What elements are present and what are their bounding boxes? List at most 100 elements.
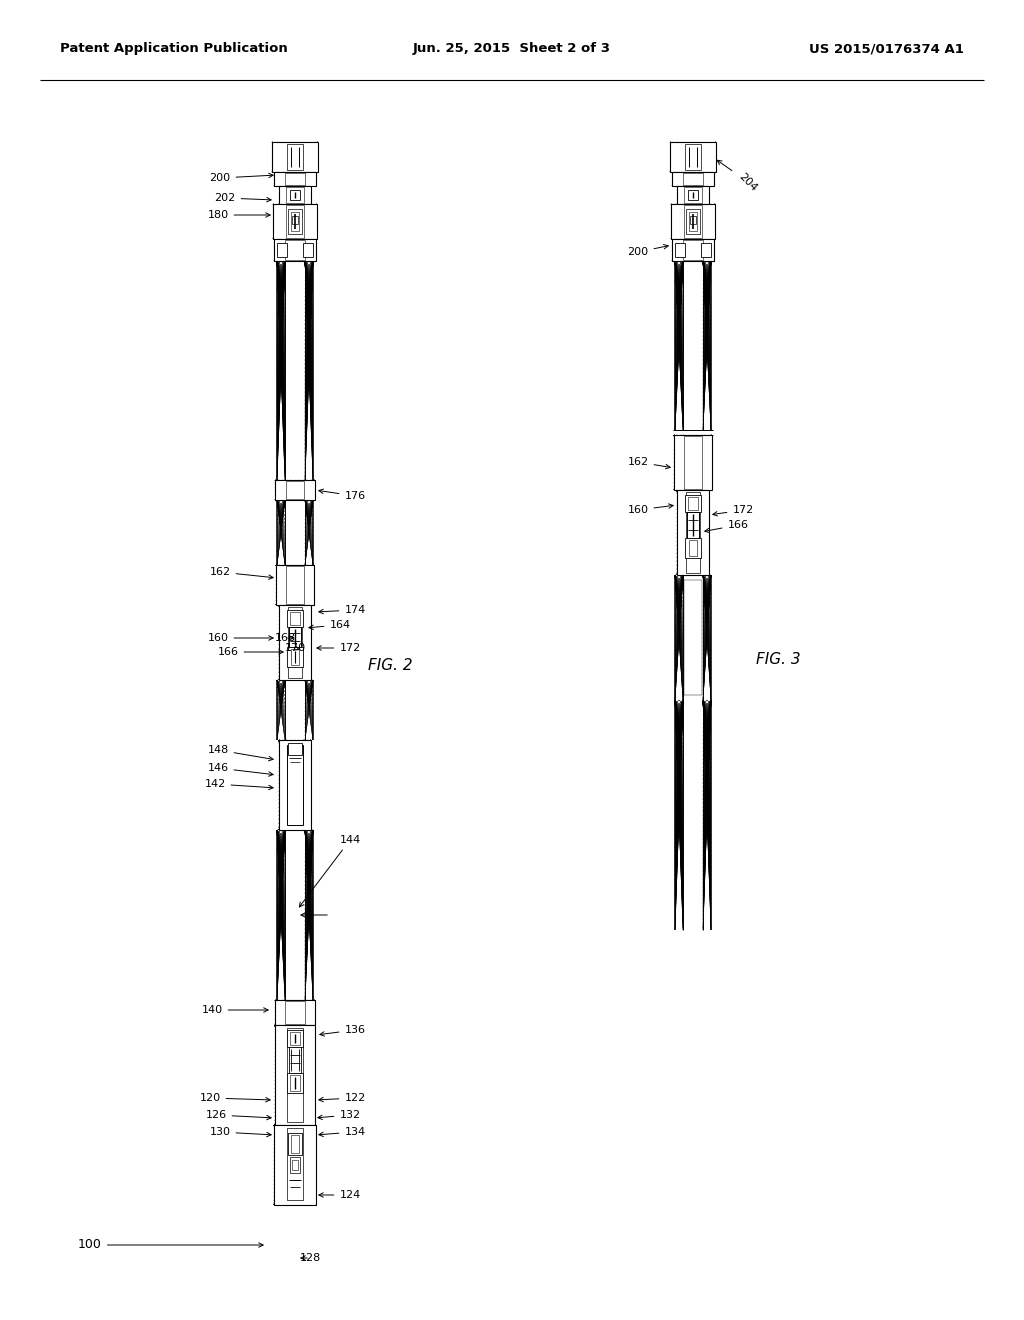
Bar <box>279 605 311 680</box>
Bar <box>287 610 303 627</box>
Text: 172: 172 <box>316 643 360 653</box>
Text: Patent Application Publication: Patent Application Publication <box>60 42 288 55</box>
Bar <box>674 436 712 490</box>
Bar <box>274 1125 316 1205</box>
Bar <box>290 1032 300 1045</box>
Text: 204: 204 <box>717 160 759 193</box>
Bar <box>279 741 311 830</box>
Bar <box>287 1030 303 1047</box>
Text: 200: 200 <box>628 244 669 257</box>
Bar <box>675 243 685 257</box>
Bar <box>292 216 298 224</box>
Text: 160: 160 <box>628 504 673 515</box>
Bar <box>677 490 709 576</box>
Bar <box>689 540 697 556</box>
Bar <box>672 239 714 261</box>
Bar <box>287 744 303 825</box>
Bar <box>285 173 305 185</box>
Text: 132: 132 <box>317 1110 360 1119</box>
Bar <box>671 205 715 239</box>
Text: 100: 100 <box>78 1238 263 1251</box>
Bar <box>272 143 318 172</box>
Bar <box>287 647 303 667</box>
Text: 202: 202 <box>214 193 271 203</box>
Text: 170: 170 <box>285 643 305 653</box>
Text: 140: 140 <box>202 1005 268 1015</box>
Text: 164: 164 <box>309 620 350 630</box>
Bar <box>688 190 698 201</box>
Text: FIG. 3: FIG. 3 <box>756 652 801 668</box>
Text: 124: 124 <box>318 1191 360 1200</box>
Bar <box>685 144 701 170</box>
Bar <box>275 480 315 500</box>
Bar <box>288 743 302 755</box>
Bar <box>278 243 287 257</box>
Bar <box>684 436 702 488</box>
Bar <box>288 1133 302 1155</box>
Bar <box>275 1026 315 1125</box>
Text: US 2015/0176374 A1: US 2015/0176374 A1 <box>809 42 964 55</box>
Text: 162: 162 <box>628 457 670 469</box>
Text: 122: 122 <box>318 1093 366 1104</box>
Bar <box>683 240 703 260</box>
Bar <box>701 243 711 257</box>
Bar <box>285 240 305 260</box>
Bar <box>288 607 302 678</box>
Bar <box>286 205 304 238</box>
Bar <box>287 144 303 170</box>
Bar <box>275 1001 315 1026</box>
Bar <box>289 627 301 647</box>
Text: 160: 160 <box>208 634 273 643</box>
Bar <box>677 186 709 205</box>
Text: 166: 166 <box>217 647 284 657</box>
Text: 172: 172 <box>713 506 754 516</box>
Text: 120: 120 <box>200 1093 270 1104</box>
Bar <box>690 216 696 224</box>
Bar <box>672 172 714 186</box>
Bar <box>290 612 300 624</box>
Text: 134: 134 <box>318 1127 366 1137</box>
Bar <box>688 498 698 510</box>
Bar <box>684 205 702 238</box>
Bar <box>683 173 703 185</box>
Bar <box>286 566 304 605</box>
Bar <box>274 172 316 186</box>
Bar <box>290 1074 300 1092</box>
Bar <box>291 1135 299 1152</box>
Text: 166: 166 <box>705 520 749 533</box>
Text: 162: 162 <box>210 568 273 579</box>
Text: 174: 174 <box>318 605 366 615</box>
Text: 200: 200 <box>210 173 273 183</box>
Bar <box>290 190 300 201</box>
Text: 128: 128 <box>299 1253 321 1263</box>
Bar <box>291 649 299 665</box>
Bar <box>289 1047 301 1073</box>
Bar <box>684 187 702 203</box>
Bar <box>273 205 317 239</box>
Bar <box>286 480 304 499</box>
Bar <box>291 213 299 231</box>
Bar <box>685 539 701 558</box>
Bar <box>286 187 304 203</box>
Bar <box>684 579 702 696</box>
Text: 176: 176 <box>318 488 366 502</box>
Text: 130: 130 <box>210 1127 271 1137</box>
Text: Jun. 25, 2015  Sheet 2 of 3: Jun. 25, 2015 Sheet 2 of 3 <box>413 42 611 55</box>
Text: 168: 168 <box>274 634 296 643</box>
Bar <box>290 1158 300 1173</box>
Bar <box>686 209 700 234</box>
Bar <box>285 1001 305 1024</box>
Bar <box>287 1129 303 1200</box>
Bar <box>689 213 697 231</box>
Bar <box>292 1160 298 1170</box>
Bar <box>303 243 313 257</box>
Bar <box>287 1028 303 1122</box>
Bar <box>687 512 699 539</box>
Text: 146: 146 <box>208 763 273 776</box>
Text: 126: 126 <box>206 1110 271 1119</box>
Text: 136: 136 <box>319 1026 366 1036</box>
Bar <box>686 492 700 573</box>
Bar <box>279 186 311 205</box>
Text: 142: 142 <box>205 779 273 789</box>
Bar <box>670 143 716 172</box>
